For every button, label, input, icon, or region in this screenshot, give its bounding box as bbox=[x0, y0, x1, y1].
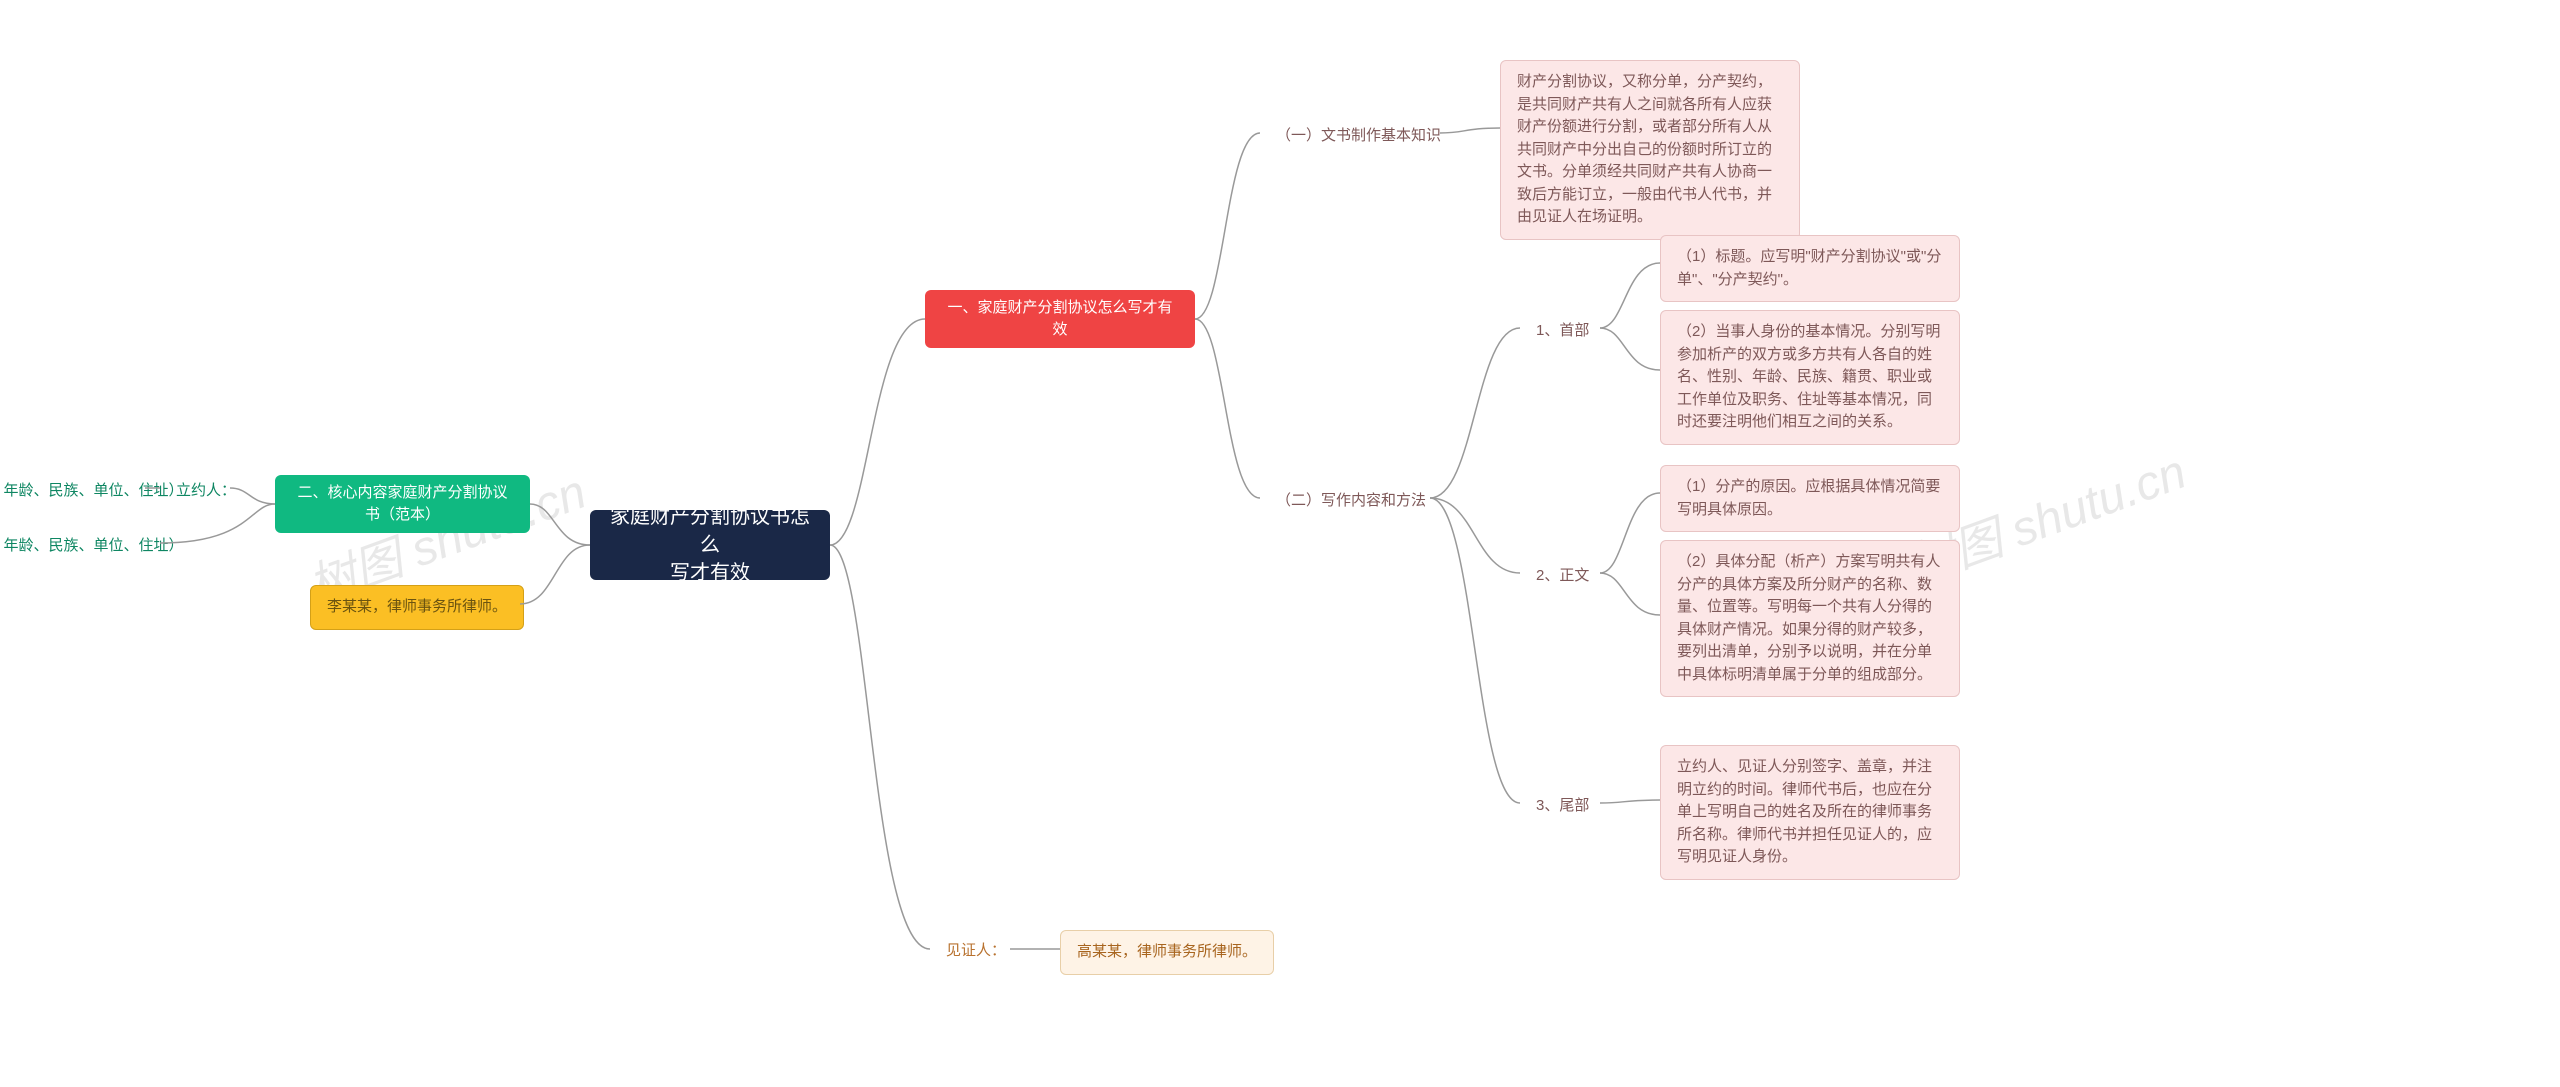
branch-witness[interactable]: 见证人： bbox=[930, 930, 1022, 973]
leaf-header-2: （2）当事人身份的基本情况。分别写明参加析产的双方或多方共有人各自的姓名、性别、… bbox=[1660, 310, 1960, 445]
part-footer[interactable]: 3、尾部 bbox=[1520, 785, 1605, 828]
part-body[interactable]: 2、正文 bbox=[1520, 555, 1605, 598]
part-header[interactable]: 1、首部 bbox=[1520, 310, 1605, 353]
branch-section2[interactable]: 二、核心内容家庭财产分割协议书（范本） bbox=[275, 475, 530, 533]
leaf-basic-knowledge-content: 财产分割协议，又称分单，分产契约，是共同财产共有人之间就各所有人应获财产份额进行… bbox=[1500, 60, 1800, 240]
leaf-body-2: （2）具体分配（析产）方案写明共有人分产的具体方案及所分财产的名称、数量、位置等… bbox=[1660, 540, 1960, 697]
leaf-male: 男方：（性别、年龄、民族、单位、住址） bbox=[0, 470, 200, 513]
branch-lawyer[interactable]: 李某某，律师事务所律师。 bbox=[310, 585, 524, 630]
sub-basic-knowledge[interactable]: （一）文书制作基本知识 bbox=[1260, 115, 1457, 158]
connectors bbox=[0, 0, 2560, 1087]
sub-writing-method[interactable]: （二）写作内容和方法 bbox=[1260, 480, 1442, 523]
mindmap-canvas: 树图 shutu.cn 树图 shutu.cn 家庭财产分割协议书怎么写才有效 … bbox=[0, 0, 2560, 1087]
leaf-witness: 高某某，律师事务所律师。 bbox=[1060, 930, 1274, 975]
leaf-body-1: （1）分产的原因。应根据具体情况简要写明具体原因。 bbox=[1660, 465, 1960, 532]
root-node[interactable]: 家庭财产分割协议书怎么写才有效 bbox=[590, 510, 830, 580]
leaf-female: 女方：（性别、年龄、民族、单位、住址） bbox=[0, 525, 200, 568]
leaf-footer: 立约人、见证人分别签字、盖章，并注明立约的时间。律师代书后，也应在分单上写明自己… bbox=[1660, 745, 1960, 880]
leaf-header-1: （1）标题。应写明"财产分割协议"或"分单"、"分产契约"。 bbox=[1660, 235, 1960, 302]
branch-section1[interactable]: 一、家庭财产分割协议怎么写才有效 bbox=[925, 290, 1195, 348]
